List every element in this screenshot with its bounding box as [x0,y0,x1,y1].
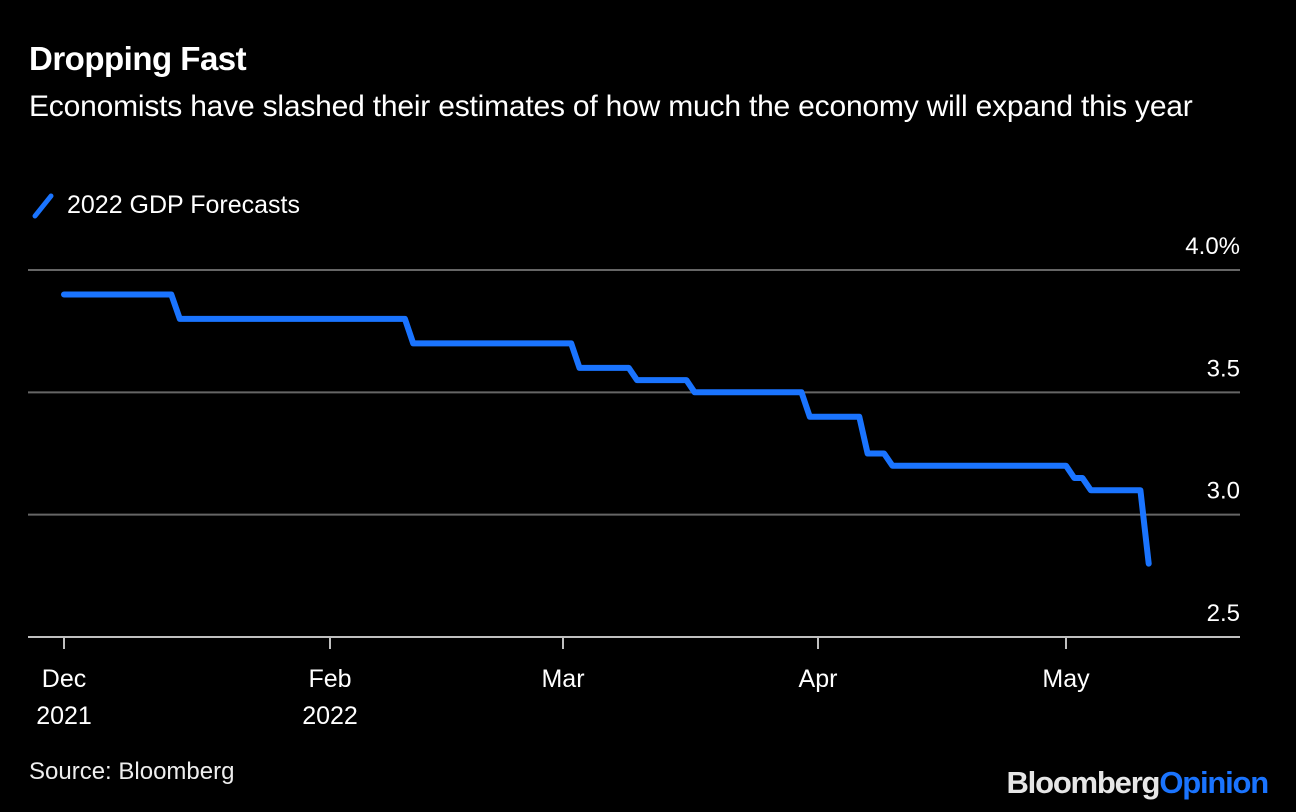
legend: 2022 GDP Forecasts [29,190,300,220]
x-tick-label: Mar [541,665,584,693]
y-tick-label: 3.5 [1207,355,1240,382]
x-tick-label: Feb [308,665,351,693]
brand-logo: BloombergOpinion [1006,765,1269,801]
brand-bloomberg: Bloomberg [1006,765,1160,800]
chart-title: Dropping Fast [29,40,247,77]
source-note: Source: Bloomberg [29,758,235,785]
x-tick-label: May [1042,665,1090,693]
brand-opinion: Opinion [1159,765,1269,800]
x-tick-label: Dec [42,665,86,693]
legend-line-icon [32,193,54,219]
y-tick-label: 3.0 [1207,478,1240,505]
x-tick-label: 2022 [302,702,358,730]
chart-subtitle: Economists have slashed their estimates … [29,90,1193,123]
x-tick-label: 2021 [36,702,92,730]
y-tick-label: 4.0% [1185,233,1240,260]
x-tick-label: Apr [799,665,838,693]
series-line-gdp-forecasts [61,291,1152,567]
y-tick-label: 2.5 [1207,600,1240,627]
legend-label: 2022 GDP Forecasts [67,190,300,219]
